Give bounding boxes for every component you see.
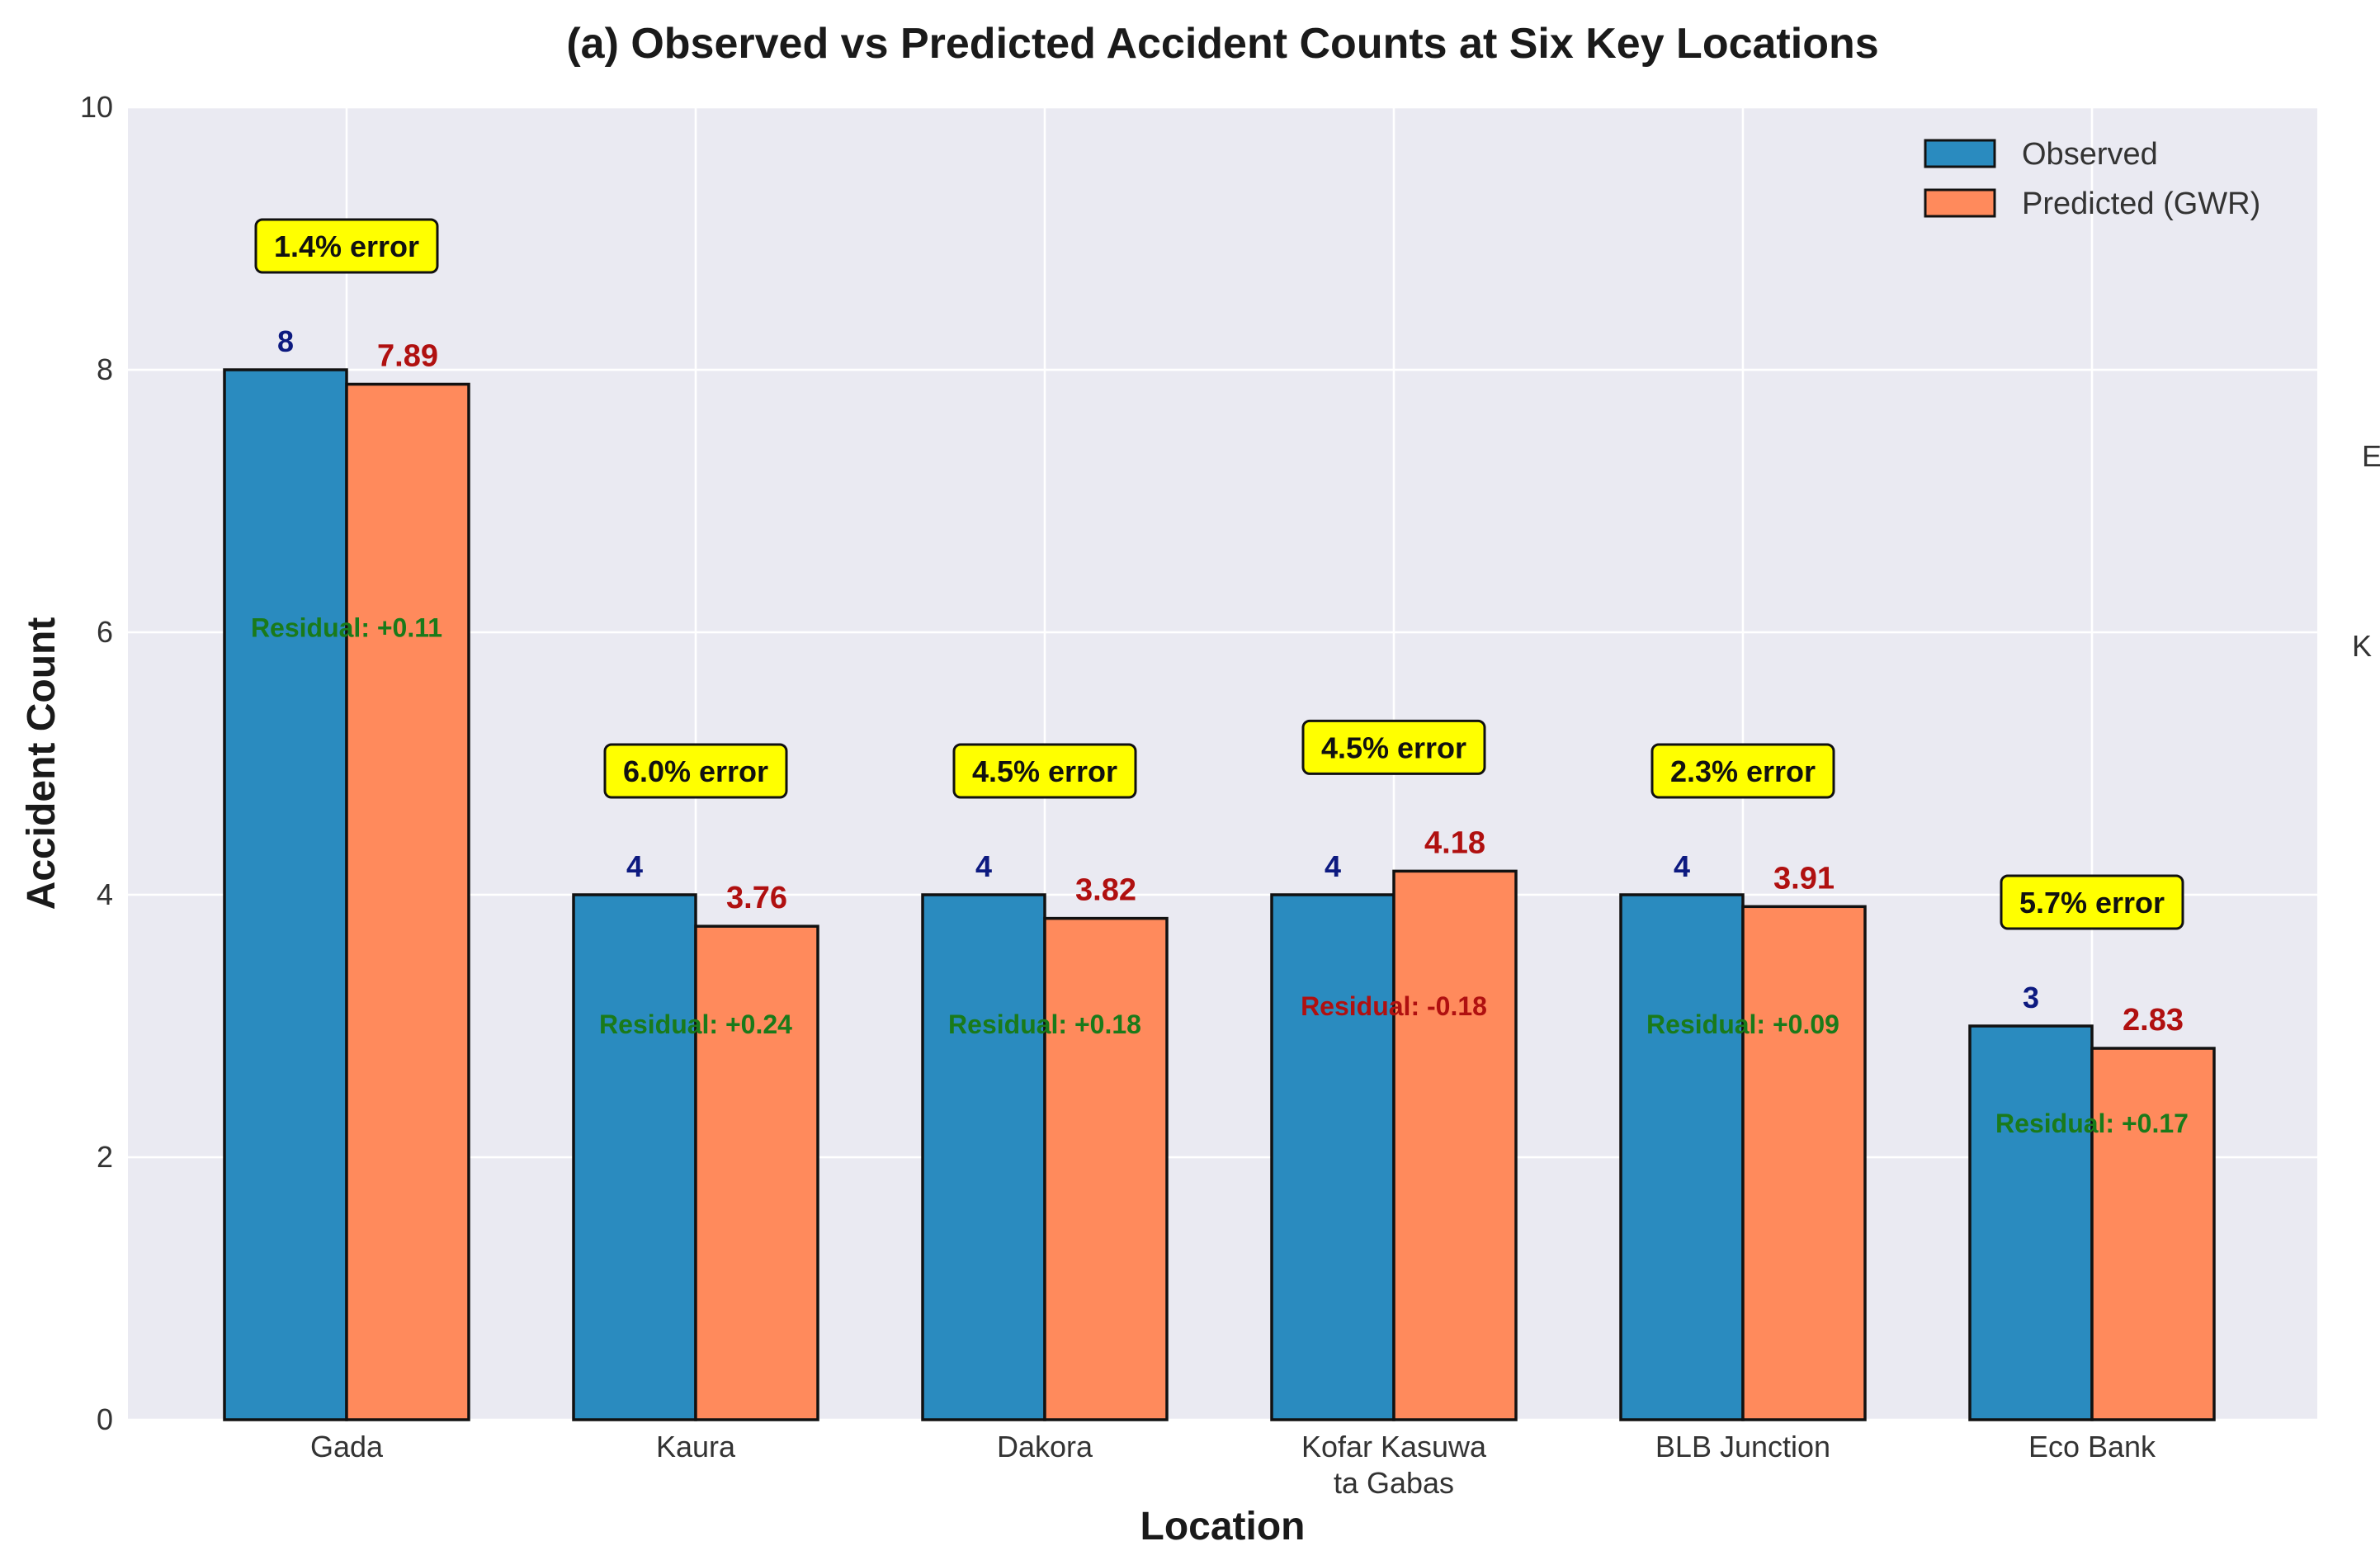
predicted-value-label: 3.91 xyxy=(1773,861,1835,896)
error-box xyxy=(1301,719,1486,775)
observed-value-label: 8 xyxy=(277,324,294,358)
observed-bar xyxy=(223,368,348,1421)
y-tick-label: 2 xyxy=(97,1140,113,1174)
predicted-value-label: 3.76 xyxy=(726,881,787,915)
edge-fragment-2: K xyxy=(2352,629,2372,663)
y-tick-label: 8 xyxy=(97,352,113,386)
observed-value-label: 4 xyxy=(1674,849,1690,883)
predicted-bar xyxy=(345,382,470,1421)
legend-swatch-observed xyxy=(1924,139,1996,168)
x-tick-label: Kaura xyxy=(656,1430,736,1463)
legend-label-predicted: Predicted (GWR) xyxy=(2022,187,2260,221)
error-label: 4.5% error xyxy=(1321,730,1466,764)
x-tick-label: BLB Junction xyxy=(1655,1430,1830,1463)
error-label: 4.5% error xyxy=(972,754,1117,788)
observed-value-label: 4 xyxy=(626,849,643,883)
observed-bar xyxy=(1968,1024,2094,1421)
bars xyxy=(223,368,2216,1421)
residual-label: Residual: +0.09 xyxy=(1646,1009,1839,1039)
observed-value-label: 4 xyxy=(975,849,992,883)
legend: Observed Predicted (GWR) xyxy=(1924,137,2260,221)
predicted-bar xyxy=(1392,869,1518,1421)
error-label: 1.4% error xyxy=(274,229,419,263)
y-axis-label: Accident Count xyxy=(20,617,64,910)
predicted-bar xyxy=(1741,905,1867,1421)
error-box xyxy=(952,743,1137,799)
observed-bar xyxy=(572,893,697,1421)
predicted-value-label: 3.82 xyxy=(1075,873,1136,908)
error-box xyxy=(603,743,788,799)
y-tick-label: 4 xyxy=(97,877,113,911)
observed-value-label: 4 xyxy=(1325,849,1341,883)
residual-label: Residual: +0.11 xyxy=(251,613,442,643)
x-tick-label: Kofar Kasuwa xyxy=(1301,1430,1487,1463)
predicted-bar xyxy=(1043,916,1169,1421)
x-axis-label: Location xyxy=(1140,1505,1306,1548)
predicted-bar xyxy=(694,924,819,1421)
residual-label: Residual: -0.18 xyxy=(1301,991,1487,1021)
plot-area xyxy=(128,107,2317,1420)
legend-label-observed: Observed xyxy=(2022,137,2158,172)
legend-swatch-predicted xyxy=(1924,188,1996,218)
observed-bar xyxy=(1619,893,1745,1421)
chart-title: (a) Observed vs Predicted Accident Count… xyxy=(566,20,1878,68)
y-tick-label: 10 xyxy=(80,90,113,124)
x-tick-label: Eco Bank xyxy=(2028,1430,2156,1463)
data-labels: 8 7.89 1.4% error Residual: +0.11 4 3.76 6.0% … xyxy=(251,218,2189,1138)
residual-label: Residual: +0.24 xyxy=(599,1009,792,1039)
error-box xyxy=(254,218,439,274)
observed-bar xyxy=(921,893,1046,1421)
observed-value-label: 3 xyxy=(2023,981,2039,1014)
y-tick-label: 0 xyxy=(97,1402,113,1436)
x-tick-label: Gada xyxy=(310,1430,384,1463)
error-box xyxy=(1650,743,1835,799)
y-tick-label: 6 xyxy=(97,615,113,649)
observed-bar xyxy=(1270,893,1395,1421)
predicted-value-label: 7.89 xyxy=(377,338,438,373)
predicted-bar xyxy=(2090,1047,2216,1421)
x-tick-label: Dakora xyxy=(997,1430,1093,1463)
error-label: 6.0% error xyxy=(623,754,768,788)
error-label: 2.3% error xyxy=(1670,754,1816,788)
edge-fragment-1: E xyxy=(2362,439,2380,473)
predicted-value-label: 4.18 xyxy=(1424,825,1485,860)
x-tick-label: ta Gabas xyxy=(1334,1466,1454,1500)
residual-label: Residual: +0.17 xyxy=(1995,1109,2189,1138)
predicted-value-label: 2.83 xyxy=(2123,1003,2184,1038)
residual-label: Residual: +0.18 xyxy=(948,1009,1141,1039)
error-box xyxy=(2000,874,2184,930)
error-label: 5.7% error xyxy=(2019,886,2165,920)
